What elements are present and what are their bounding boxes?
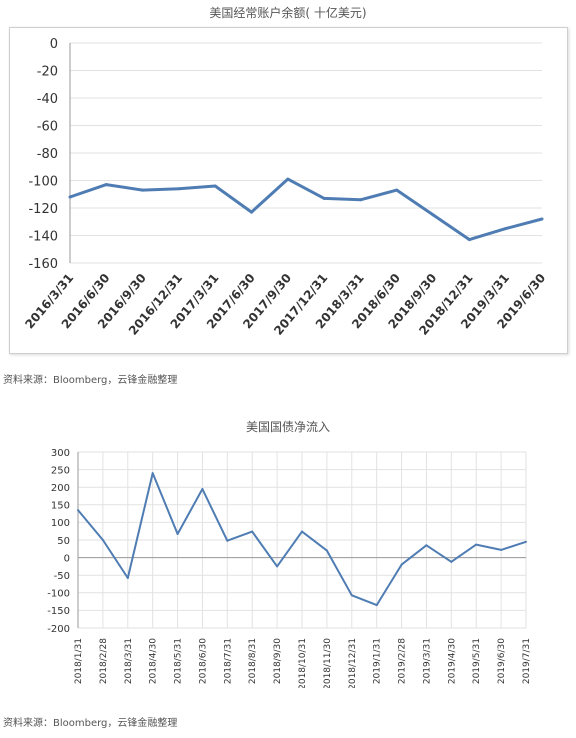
chart1-series-line — [69, 177, 543, 242]
chart2-ytick-label: -50 — [54, 571, 70, 582]
chart2-xtick-label: 2018/4/30 — [149, 638, 159, 684]
chart1-data-point — [431, 213, 435, 217]
chart1-source: 资料来源：Bloomberg，云锋金融整理 — [3, 375, 178, 386]
chart1-title: 美国经常账户余额( 十亿美元) — [209, 6, 367, 20]
chart2-xtick-label: 2019/3/31 — [422, 638, 432, 684]
chart2-xtick-label: 2018/9/30 — [273, 638, 283, 684]
chart2-ytick-label: 150 — [51, 501, 70, 512]
chart1-data-point — [177, 187, 181, 191]
chart2-data-point — [77, 509, 79, 512]
chart2-xtick-label: 2018/5/31 — [174, 638, 184, 684]
chart2-data-point — [201, 487, 204, 490]
chart2-data-point — [425, 544, 428, 547]
chart2-data-point — [251, 530, 254, 533]
chart1-ytick-label: -60 — [37, 119, 58, 134]
chart1-ytick-label: -120 — [28, 202, 58, 217]
chart2-data-point — [350, 594, 353, 597]
chart1-ytick-label: 0 — [50, 37, 58, 52]
treasury-inflow-chart-svg: 300 250 200 150 100 50 0 -50 -100 -150 -200 2018/1/… — [47, 448, 532, 690]
chart1-data-point — [504, 227, 508, 231]
chart2-data-point — [375, 604, 378, 607]
chart2-ytick-label: -200 — [47, 624, 70, 635]
chart2-xtick-label: 2018/7/31 — [223, 638, 233, 684]
chart2-ytick-label: -150 — [47, 606, 70, 617]
chart2-xtick-label: 2019/6/30 — [497, 638, 507, 684]
chart1-ytick-label: -100 — [28, 174, 58, 189]
chart1-ytick-label: -160 — [28, 257, 58, 272]
chart2-data-point — [176, 533, 179, 536]
chart2-ytick-label: 300 — [51, 448, 70, 459]
current-account-chart: 0 -20 -40 -60 -80 -100 -120 -140 -160 2016/3/31 20… — [9, 27, 568, 354]
chart2-data-point — [226, 539, 229, 542]
chart2-ytick-label: 50 — [57, 536, 70, 547]
chart2-ytick-label: 0 — [64, 553, 70, 564]
chart2-title: 美国国债净流入 — [245, 420, 330, 434]
chart1-data-point — [68, 195, 72, 199]
current-account-chart-svg: 0-20-40-60-80-100-120-140-1602016/3/3120… — [22, 37, 548, 338]
treasury-inflow-chart: 300 250 200 150 100 50 0 -50 -100 -150 -200 2018/1/… — [0, 438, 576, 690]
chart2-xtick-label: 2018/11/30 — [323, 638, 333, 688]
chart2-xtick-label: 2019/4/30 — [447, 638, 457, 684]
chart2-data-point — [151, 472, 154, 475]
chart2-xtick-label: 2019/7/31 — [522, 638, 532, 684]
chart2-ytick-label: 250 — [51, 465, 70, 476]
chart2-data-point — [525, 540, 527, 543]
chart2-xtick-label: 2018/8/31 — [248, 638, 258, 684]
chart2-data-point — [475, 543, 478, 546]
chart1-data-point — [540, 217, 544, 221]
chart2-ytick-label: 100 — [51, 518, 70, 529]
chart1-data-point — [141, 188, 145, 192]
chart2-data-point — [450, 560, 453, 563]
chart2-xtick-label: 2019/5/31 — [472, 638, 482, 684]
chart1-ytick-label: -140 — [28, 229, 58, 244]
chart1-data-point — [467, 238, 471, 242]
chart1-data-point — [250, 210, 254, 214]
chart2-xtick-label: 2018/2/28 — [99, 638, 109, 684]
chart2-xtick-label: 2018/12/31 — [348, 638, 358, 688]
chart2-xtick-label: 2018/6/30 — [198, 638, 208, 684]
chart1-data-point — [104, 183, 108, 187]
chart2-data-point — [500, 548, 503, 551]
chart2-data-point — [325, 549, 328, 552]
chart1-ytick-label: -40 — [37, 92, 58, 107]
chart2-data-point — [400, 563, 403, 566]
chart2-xtick-label: 2018/1/31 — [74, 638, 84, 684]
chart1-data-point — [395, 188, 399, 192]
chart2-data-point — [276, 565, 279, 568]
chart2-data-point — [101, 539, 104, 541]
chart2-xtick-label: 2018/3/31 — [124, 638, 134, 684]
chart2-ytick-label: 200 — [51, 483, 70, 494]
chart1-ytick-label: -80 — [37, 147, 58, 162]
chart2-xtick-label: 2019/1/31 — [373, 638, 383, 684]
chart2-data-point — [301, 530, 303, 533]
chart2-data-point — [126, 577, 129, 580]
chart1-data-point — [213, 184, 217, 188]
chart2-ytick-label: -100 — [47, 589, 70, 600]
chart1-data-point — [358, 198, 362, 202]
chart1-data-point — [286, 177, 290, 181]
chart2-xtick-label: 2019/2/28 — [398, 638, 408, 684]
chart1-data-point — [322, 196, 326, 200]
chart2-source: 资料来源：Bloomberg，云锋金融整理 — [3, 718, 178, 729]
chart1-ytick-label: -20 — [37, 64, 58, 79]
chart2-xtick-label: 2018/10/31 — [298, 638, 308, 688]
